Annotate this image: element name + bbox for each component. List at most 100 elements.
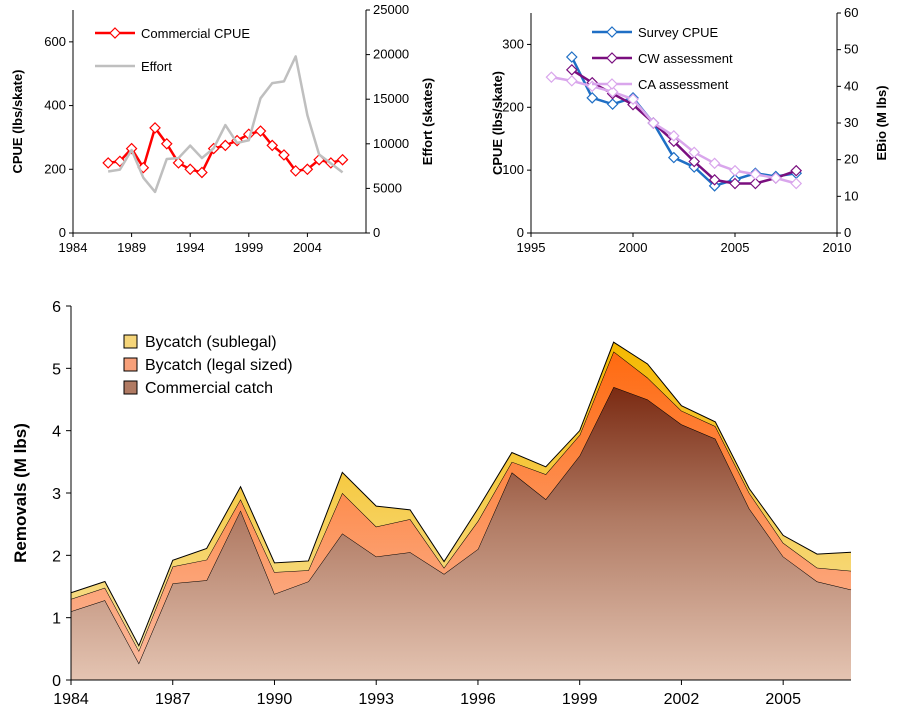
data-point <box>749 177 762 190</box>
y2-tick-label: 50 <box>844 42 858 57</box>
y2-axis-title: EBio (M lbs) <box>874 85 889 160</box>
data-point <box>149 122 161 134</box>
data-point <box>125 142 138 155</box>
x-tick-label: 2000 <box>619 240 648 255</box>
y-tick-label: 400 <box>44 98 66 113</box>
data-point <box>196 166 208 179</box>
y-tick-label: 0 <box>52 673 61 690</box>
data-point <box>565 74 578 87</box>
y-tick-label: 5 <box>52 361 61 378</box>
y-tick-label: 6 <box>52 299 61 316</box>
data-point <box>184 163 197 176</box>
data-point <box>647 117 660 129</box>
x-tick-label: 1993 <box>358 691 394 708</box>
y2-axis-title: Effort (skates) <box>420 78 435 165</box>
legend-label: Commercial catch <box>145 380 273 397</box>
data-point <box>336 153 349 166</box>
data-point <box>667 151 680 164</box>
data-point <box>278 149 290 161</box>
data-point <box>289 165 302 177</box>
data-point <box>565 63 578 76</box>
x-tick-label: 1999 <box>562 691 598 708</box>
data-point <box>565 51 578 63</box>
x-tick-label: 1984 <box>59 240 88 255</box>
y-tick-label: 100 <box>502 162 524 177</box>
x-tick-label: 1987 <box>155 691 191 708</box>
y-tick-label: 200 <box>502 99 524 114</box>
commercial-cpue-effort-chart: 1984 1989 1994 1999 2004 0 200 400 600 0 5000 10000… <box>10 2 435 255</box>
y2-tick-label: 30 <box>844 115 858 130</box>
x-tick-label: 2004 <box>293 240 322 255</box>
data-point <box>749 168 762 181</box>
data-point <box>769 172 782 184</box>
x-tick-label: 1995 <box>517 240 546 255</box>
legend-marker <box>606 26 618 38</box>
area-band <box>71 351 851 664</box>
legend-label: Survey CPUE <box>638 25 719 40</box>
x-tick-label: 1999 <box>234 240 263 255</box>
data-point <box>172 157 185 169</box>
survey-cpue-assessment-chart: 1995 2000 2005 201001002003000102030405060C… <box>490 5 889 255</box>
data-point <box>790 164 803 177</box>
data-point <box>160 137 173 150</box>
y-tick-label: 300 <box>502 36 524 51</box>
y-tick-label: 0 <box>59 225 66 240</box>
x-tick-label: 1989 <box>117 240 146 255</box>
x-tick-label: 2005 <box>765 691 801 708</box>
data-point <box>301 163 314 176</box>
y2-tick-label: 0 <box>373 225 380 240</box>
data-point <box>688 155 701 168</box>
legend-marker <box>606 52 618 64</box>
y2-tick-label: 40 <box>844 78 858 93</box>
legend-label: CA assessment <box>638 77 729 92</box>
x-tick-label: 1994 <box>176 240 205 255</box>
data-point <box>790 177 803 190</box>
data-point <box>667 129 680 142</box>
data-point <box>708 173 721 186</box>
y-axis-title: CPUE (lbs/skate) <box>10 69 25 173</box>
y-tick-label: 0 <box>517 225 524 240</box>
data-point <box>102 157 115 169</box>
legend-swatch <box>123 380 138 395</box>
x-tick-label: 2005 <box>721 240 750 255</box>
data-point <box>708 157 721 170</box>
data-point <box>606 98 619 110</box>
data-point <box>729 164 741 177</box>
legend-marker <box>109 27 121 39</box>
data-point <box>586 92 599 104</box>
legend-label: Bycatch (sublegal) <box>145 334 277 351</box>
legend-label: CW assessment <box>638 51 733 66</box>
data-point <box>545 71 558 84</box>
series-line <box>107 55 344 194</box>
x-tick-label: 1990 <box>257 691 293 708</box>
y-tick-label: 2 <box>52 548 61 565</box>
data-point <box>708 180 721 192</box>
y-tick-label: 3 <box>52 486 61 503</box>
y2-tick-label: 20 <box>844 152 858 167</box>
legend-label: Bycatch (legal sized) <box>145 357 293 374</box>
y2-tick-label: 20000 <box>373 47 409 62</box>
data-point <box>266 139 279 152</box>
area-band <box>71 387 851 680</box>
y-tick-label: 1 <box>52 611 61 628</box>
data-point <box>137 161 150 174</box>
legend-marker <box>606 78 618 90</box>
y2-tick-label: 10000 <box>373 136 409 151</box>
legend-label: Commercial CPUE <box>141 26 250 41</box>
area-top-edge <box>70 341 852 647</box>
data-point <box>219 139 232 152</box>
data-point <box>688 146 701 159</box>
y-tick-label: 4 <box>52 424 61 441</box>
legend-swatch <box>123 334 138 349</box>
data-point <box>729 177 741 190</box>
y2-tick-label: 15000 <box>373 91 409 106</box>
y-tick-label: 600 <box>44 34 66 49</box>
data-point <box>606 85 619 98</box>
y2-tick-label: 0 <box>844 225 851 240</box>
removals-area-chart: 1984 1987 1990 1993 1996 1999 2002 2005 0 1 2 3 4 5 6 R… <box>11 299 852 708</box>
legend-label: Effort <box>141 59 172 74</box>
y2-tick-label: 10 <box>844 188 858 203</box>
y-tick-label: 200 <box>44 161 66 176</box>
y2-tick-label: 5000 <box>373 180 402 195</box>
